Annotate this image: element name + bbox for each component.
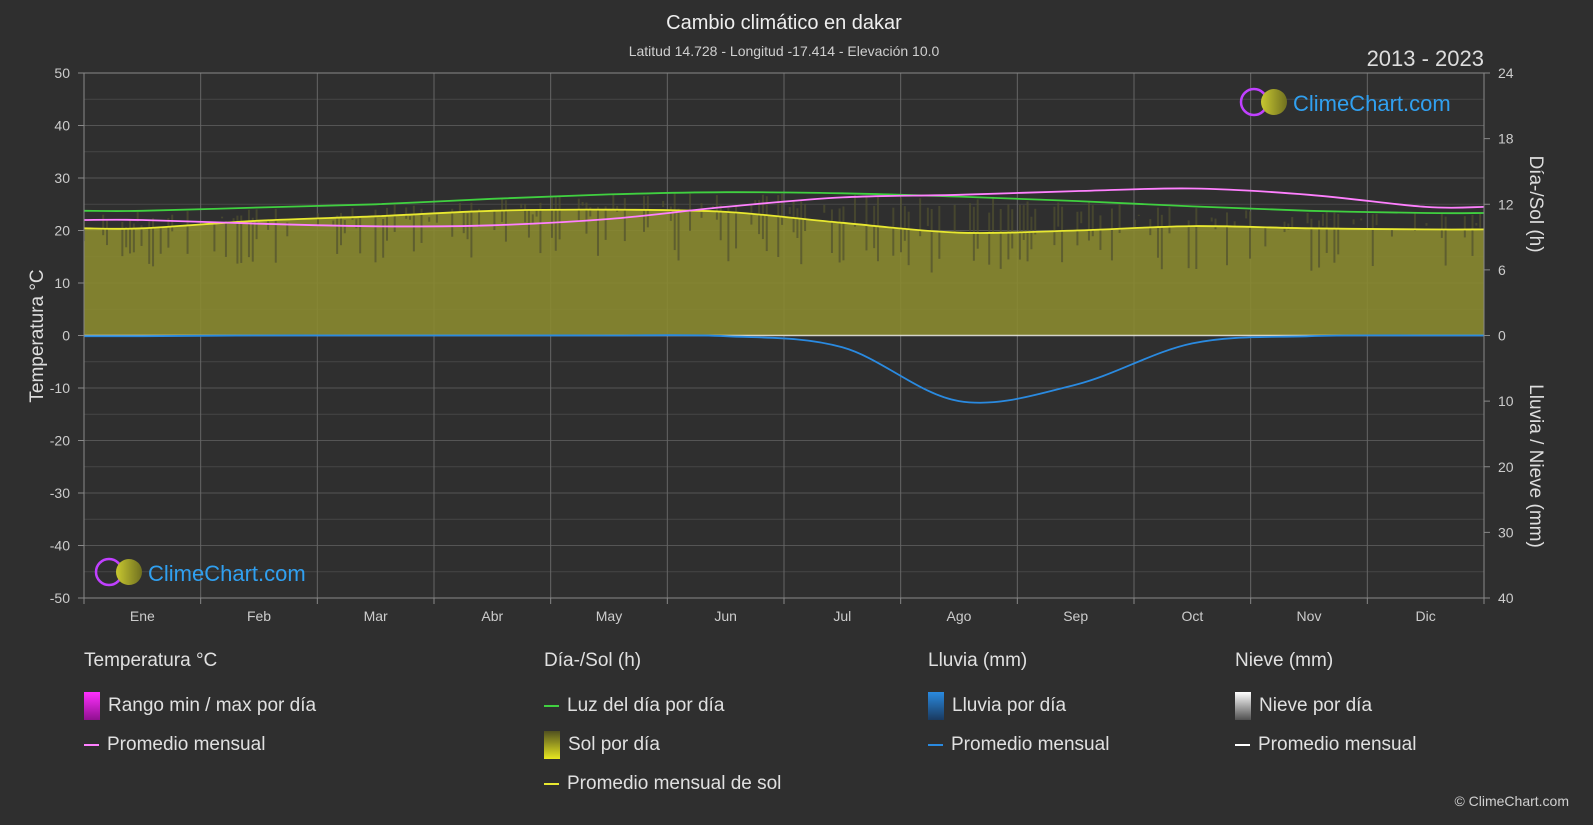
y-right-top-tick-label: 12 xyxy=(1498,196,1514,212)
y-axis-right-bottom-label: Lluvia / Nieve (mm) xyxy=(1525,384,1546,548)
temp-mean-line xyxy=(84,187,1484,228)
y-left-tick-label: -50 xyxy=(50,590,70,606)
legend-item: Promedio mensual xyxy=(928,725,1109,764)
y-axis-right-top-label: Día-/Sol (h) xyxy=(1525,155,1546,252)
legend-label: Promedio mensual de sol xyxy=(567,772,782,794)
x-tick-label: Nov xyxy=(1297,608,1322,624)
daylight-line xyxy=(84,191,1484,215)
watermark-text: ClimeChart.com xyxy=(1293,91,1451,116)
y-right-top-tick-label: 24 xyxy=(1498,65,1514,81)
rain-mean-line xyxy=(84,334,1484,404)
x-tick-label: Feb xyxy=(247,608,271,624)
sun-swatch xyxy=(544,730,560,759)
legend-sun: Día-/Sol (h) Luz del día por día Sol por… xyxy=(544,650,781,803)
x-tick-label: May xyxy=(596,608,622,624)
x-tick-label: Sep xyxy=(1063,608,1088,624)
legend-item: Promedio mensual xyxy=(1235,725,1416,764)
y-right-top-tick-label: 18 xyxy=(1498,131,1514,147)
sun-layer xyxy=(84,192,1484,336)
legend-label: Promedio mensual xyxy=(1258,733,1417,755)
logo-sun-icon xyxy=(116,559,142,585)
y-left-tick-label: 30 xyxy=(54,170,70,186)
copyright: © ClimeChart.com xyxy=(1454,793,1569,809)
legend-label: Nieve por día xyxy=(1259,694,1373,716)
legend-item: Luz del día por día xyxy=(544,686,781,725)
snow-mean-line-swatch xyxy=(1235,743,1250,746)
x-tick-label: Abr xyxy=(481,608,503,624)
y-left-tick-label: -40 xyxy=(50,538,70,554)
watermark-bottom: ClimeChart.com xyxy=(94,557,306,587)
y-axis-left-label: Temperatura °C xyxy=(27,269,48,402)
x-tick-label: Dic xyxy=(1416,608,1436,624)
legend-item: Promedio mensual xyxy=(84,725,316,764)
y-right-bottom-tick-label: 20 xyxy=(1498,459,1514,475)
sunshine-area xyxy=(84,209,1484,336)
y-right-top-tick-label: 6 xyxy=(1498,262,1506,278)
legend-rain: Lluvia (mm) Lluvia por día Promedio mens… xyxy=(928,650,1109,764)
temp-range-swatch xyxy=(84,691,100,720)
legend-label: Lluvia por día xyxy=(952,694,1067,716)
period-label: 2013 - 2023 xyxy=(1367,46,1484,71)
legend-label: Luz del día por día xyxy=(567,694,725,716)
legend-title: Temperatura °C xyxy=(84,650,218,671)
y-left-tick-label: 50 xyxy=(54,65,70,81)
axes: 50 40 30 20 10 0 -10 -20 -30 -40 -50 24 18 12 6 0 10 20 30… xyxy=(50,65,1514,624)
legend-item: Sol por día xyxy=(544,725,781,764)
legend-label: Rango min / max por día xyxy=(108,694,317,716)
legend-title: Día-/Sol (h) xyxy=(544,650,642,671)
x-tick-label: Jun xyxy=(714,608,737,624)
legend-label: Promedio mensual xyxy=(951,733,1110,755)
lines-layer xyxy=(84,187,1484,404)
x-tick-label: Ago xyxy=(947,608,972,624)
rain-mean-line-swatch xyxy=(928,743,943,746)
x-tick-label: Ene xyxy=(130,608,155,624)
y-right-bottom-tick-label: 30 xyxy=(1498,524,1514,540)
rain-layer xyxy=(84,335,1444,566)
y-left-tick-label: 0 xyxy=(62,328,70,344)
snow-swatch xyxy=(1235,691,1251,720)
legend-temperature: Temperatura °C Rango min / max por día P… xyxy=(84,650,316,764)
chart-subtitle: Latitud 14.728 - Longitud -17.414 - Elev… xyxy=(629,43,940,59)
y-right-bottom-tick-label: 40 xyxy=(1498,590,1514,606)
x-tick-label: Oct xyxy=(1181,608,1203,624)
legend-item: Nieve por día xyxy=(1235,686,1416,725)
sun-mean-line xyxy=(84,208,1484,234)
legend-label: Promedio mensual xyxy=(107,733,266,755)
y-left-tick-label: -30 xyxy=(50,485,70,501)
daylight-line-swatch xyxy=(544,704,559,707)
sun-mean-line-swatch xyxy=(544,782,559,785)
y-right-bottom-tick-label: 10 xyxy=(1498,393,1514,409)
y-left-tick-label: -10 xyxy=(50,380,70,396)
legend-title: Lluvia (mm) xyxy=(928,650,1028,671)
legend-item: Lluvia por día xyxy=(928,686,1109,725)
chart-title: Cambio climático en dakar xyxy=(666,12,902,34)
legend-item: Rango min / max por día xyxy=(84,686,316,725)
temp-mean-line-swatch xyxy=(84,743,99,746)
x-tick-label: Mar xyxy=(364,608,388,624)
legend-snow: Nieve (mm) Nieve por día Promedio mensua… xyxy=(1235,650,1416,764)
y-left-tick-label: 40 xyxy=(54,118,70,134)
legend-label: Sol por día xyxy=(568,733,660,755)
y-left-tick-label: 10 xyxy=(54,275,70,291)
watermark-top: ClimeChart.com xyxy=(1239,87,1451,117)
y-right-top-tick-label: 0 xyxy=(1498,328,1506,344)
rain-swatch xyxy=(928,691,944,720)
y-left-tick-label: 20 xyxy=(54,223,70,239)
legend-title: Nieve (mm) xyxy=(1235,650,1334,671)
y-left-tick-label: -20 xyxy=(50,433,70,449)
legend-item: Promedio mensual de sol xyxy=(544,764,781,803)
logo-sun-icon xyxy=(1261,89,1287,115)
x-tick-label: Jul xyxy=(833,608,851,624)
watermark-text: ClimeChart.com xyxy=(148,561,306,586)
